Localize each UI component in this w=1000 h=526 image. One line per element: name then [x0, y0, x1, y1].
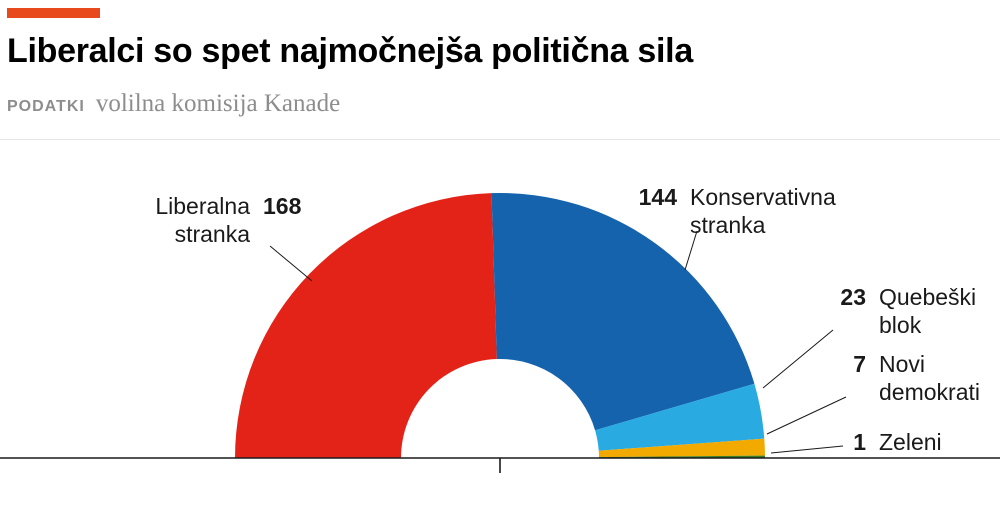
seat-count: 1 [853, 429, 866, 455]
seat-count: 144 [638, 184, 677, 210]
callout-zeleni: 1 Zeleni [852, 428, 942, 456]
leader-konservativna [684, 230, 698, 271]
leader-zeleni [770, 445, 844, 454]
source-line: PODATKI volilna komisija Kanade [7, 90, 340, 118]
seat-count: 23 [840, 284, 866, 310]
donut-segments [235, 193, 766, 458]
leader-novi-demokrati [766, 396, 847, 435]
page-title: Liberalci so spet najmočnejša politična … [7, 32, 693, 70]
source-label: PODATKI [7, 98, 85, 115]
source-text: volilna komisija Kanade [95, 90, 341, 117]
leader-quebeski [762, 329, 834, 389]
callout-konservativna-stranka: 144 Konservativna stranka [633, 183, 875, 239]
callout-quebeski-blok: 23 Quebeški blok [836, 283, 979, 339]
party-name: Novi demokrati [879, 351, 980, 406]
party-name: Konservativna stranka [690, 184, 836, 239]
seat-count: 168 [263, 193, 302, 219]
segment-konservativna-stranka [491, 193, 755, 431]
callout-liberalna-stranka: Liberalna stranka 168 [108, 192, 301, 248]
segment-novi-demokrati [598, 438, 765, 458]
leader-lines [269, 230, 847, 454]
header-divider [0, 139, 1000, 140]
segment-liberalna-stranka [235, 193, 497, 458]
leader-liberalna [269, 245, 313, 282]
segment-quebeski-blok [595, 383, 765, 451]
brand-accent-bar [7, 8, 100, 18]
callout-novi-demokrati: 7 Novi demokrati [852, 350, 991, 406]
seat-count: 7 [853, 351, 866, 377]
party-name: Zeleni [879, 429, 942, 455]
party-name: Quebeški blok [879, 284, 977, 339]
party-name: Liberalna stranka [155, 193, 250, 248]
